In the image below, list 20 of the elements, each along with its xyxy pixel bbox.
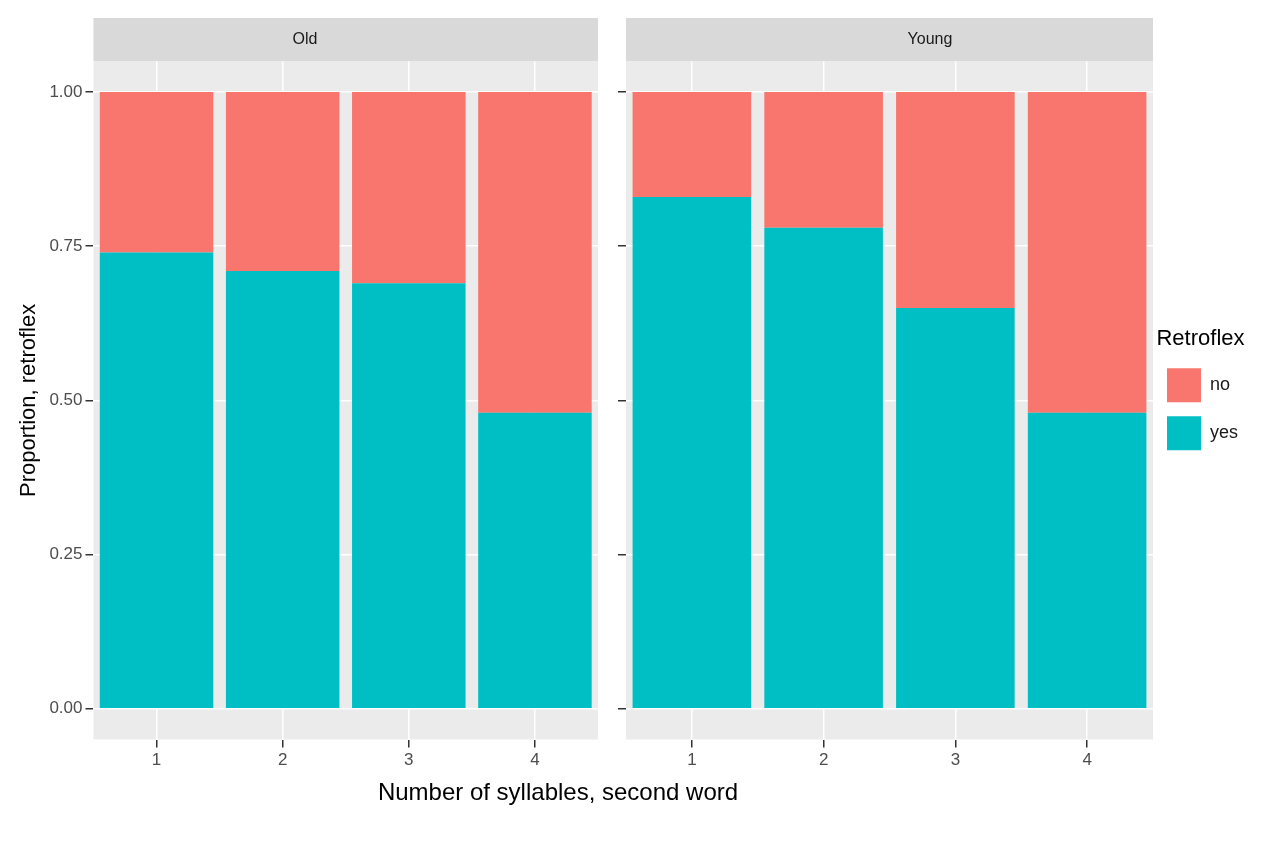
x-tick-label: 2 [818,750,829,770]
x-axis-title: Number of syllables, second word [376,778,740,806]
y-tick-label: 0.75 [49,235,83,255]
y-tick-label: 0.50 [49,390,83,410]
x-tick-label: 3 [950,750,961,770]
x-tick-label: 4 [1082,750,1092,770]
chart-title: Young [907,30,953,48]
legend-title: Retroflex [1156,324,1245,350]
legend-label: no [1209,374,1231,395]
y-axis-title: Proportion, retroflex [15,303,41,497]
x-tick-label: 1 [687,750,697,770]
y-tick-label: 0.25 [49,544,83,564]
x-tick-label: 2 [277,750,288,770]
chart-title: Old [292,30,318,48]
x-tick-label: 1 [151,750,162,770]
x-tick-label: 3 [404,750,414,770]
legend-label: yes [1209,422,1238,443]
y-tick-label: 0.00 [49,698,83,718]
y-tick-label: 1.00 [49,81,83,101]
x-tick-label: 4 [530,750,540,770]
